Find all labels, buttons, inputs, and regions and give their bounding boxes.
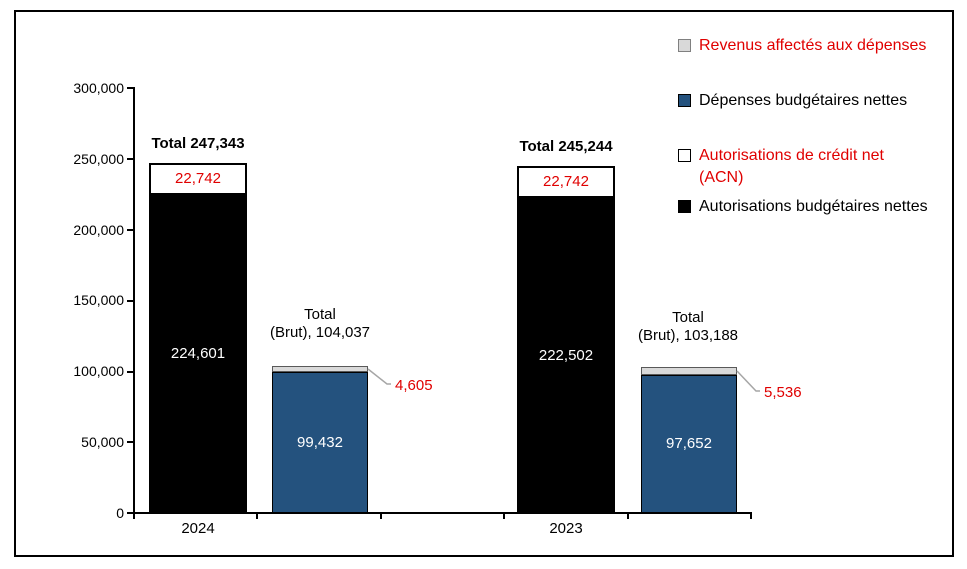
legend-swatch-blue-icon — [678, 94, 691, 107]
total-brut-line1: Total — [672, 309, 704, 326]
callout-label-2024-revenus: 4,605 — [395, 377, 433, 394]
segment-value-label: 222,502 — [538, 346, 594, 364]
y-tick-label: 300,000 — [73, 80, 124, 96]
y-axis-line — [133, 87, 135, 514]
x-tick-mark — [380, 513, 382, 519]
y-tick-label: 150,000 — [73, 292, 124, 308]
x-category-label-2023: 2023 — [549, 520, 583, 537]
segment-value-label: 22,742 — [543, 173, 589, 191]
legend-swatch-black-icon — [678, 200, 691, 213]
total-label-2023-brut: Total (Brut), 103,188 — [613, 309, 763, 345]
legend-item-acn: Autorisations de crédit net (ACN) — [678, 145, 924, 189]
x-category-label-2024: 2024 — [181, 520, 215, 537]
x-tick-mark — [627, 513, 629, 519]
segment-value-label: 22,742 — [175, 170, 221, 188]
legend-item-revenus: Revenus affectés aux dépenses — [678, 35, 967, 57]
legend-item-autorisations: Autorisations budgétaires nettes — [678, 196, 967, 218]
segment-2024-acn: 22,742 — [149, 162, 247, 195]
total-label-2023-autorisations: Total 245,244 — [519, 138, 613, 155]
segment-2024-autorisations-nettes: 224,601 — [149, 194, 247, 513]
total-brut-line1: Total — [304, 306, 336, 323]
legend-item-depenses: Dépenses budgétaires nettes — [678, 90, 967, 112]
y-tick-mark — [127, 441, 133, 443]
segment-value-label: 224,601 — [170, 345, 226, 363]
callout-label-2023-revenus: 5,536 — [764, 384, 802, 401]
x-tick-mark — [750, 513, 752, 519]
legend-label: Autorisations de crédit net (ACN) — [699, 147, 884, 186]
segment-2023-depenses-nettes: 97,652 — [641, 374, 737, 513]
bar-2024-depenses: 99,432 — [272, 88, 368, 513]
y-tick-label: 50,000 — [81, 434, 124, 450]
y-tick-label: 100,000 — [73, 363, 124, 379]
segment-2023-acn: 22,742 — [517, 165, 615, 198]
legend-swatch-gray-icon — [678, 39, 691, 52]
y-tick-mark — [127, 229, 133, 231]
segment-2024-depenses-nettes: 99,432 — [272, 372, 368, 513]
x-tick-mark — [503, 513, 505, 519]
segment-value-label: 99,432 — [297, 434, 343, 452]
total-brut-line2: (Brut), 104,037 — [269, 324, 371, 341]
y-tick-mark — [127, 158, 133, 160]
y-tick-label: 250,000 — [73, 151, 124, 167]
total-label-2024-autorisations: Total 247,343 — [151, 135, 245, 152]
bar-2024-autorisations: 22,742 224,601 — [149, 88, 247, 513]
total-brut-line2: (Brut), 103,188 — [637, 327, 739, 344]
x-axis-line — [133, 512, 752, 514]
legend-label: Autorisations budgétaires nettes — [699, 198, 928, 215]
y-tick-label: 200,000 — [73, 222, 124, 238]
y-tick-mark — [127, 300, 133, 302]
segment-2024-revenus-affectes — [272, 365, 368, 373]
x-tick-mark — [256, 513, 258, 519]
segment-2023-revenus-affectes — [641, 366, 737, 375]
segment-value-label: 97,652 — [666, 435, 712, 453]
bar-2023-depenses: 97,652 — [641, 88, 737, 513]
y-tick-mark — [127, 371, 133, 373]
legend-label: Revenus affectés aux dépenses — [699, 37, 927, 54]
segment-2023-autorisations-nettes: 222,502 — [517, 197, 615, 513]
total-label-2024-brut: Total (Brut), 104,037 — [245, 306, 395, 342]
y-tick-mark — [127, 512, 133, 514]
x-tick-mark — [133, 513, 135, 519]
legend-swatch-white-icon — [678, 149, 691, 162]
legend-label: Dépenses budgétaires nettes — [699, 92, 908, 109]
y-tick-label: 0 — [116, 505, 124, 521]
y-tick-mark — [127, 87, 133, 89]
bar-2023-autorisations: 22,742 222,502 — [517, 88, 615, 513]
